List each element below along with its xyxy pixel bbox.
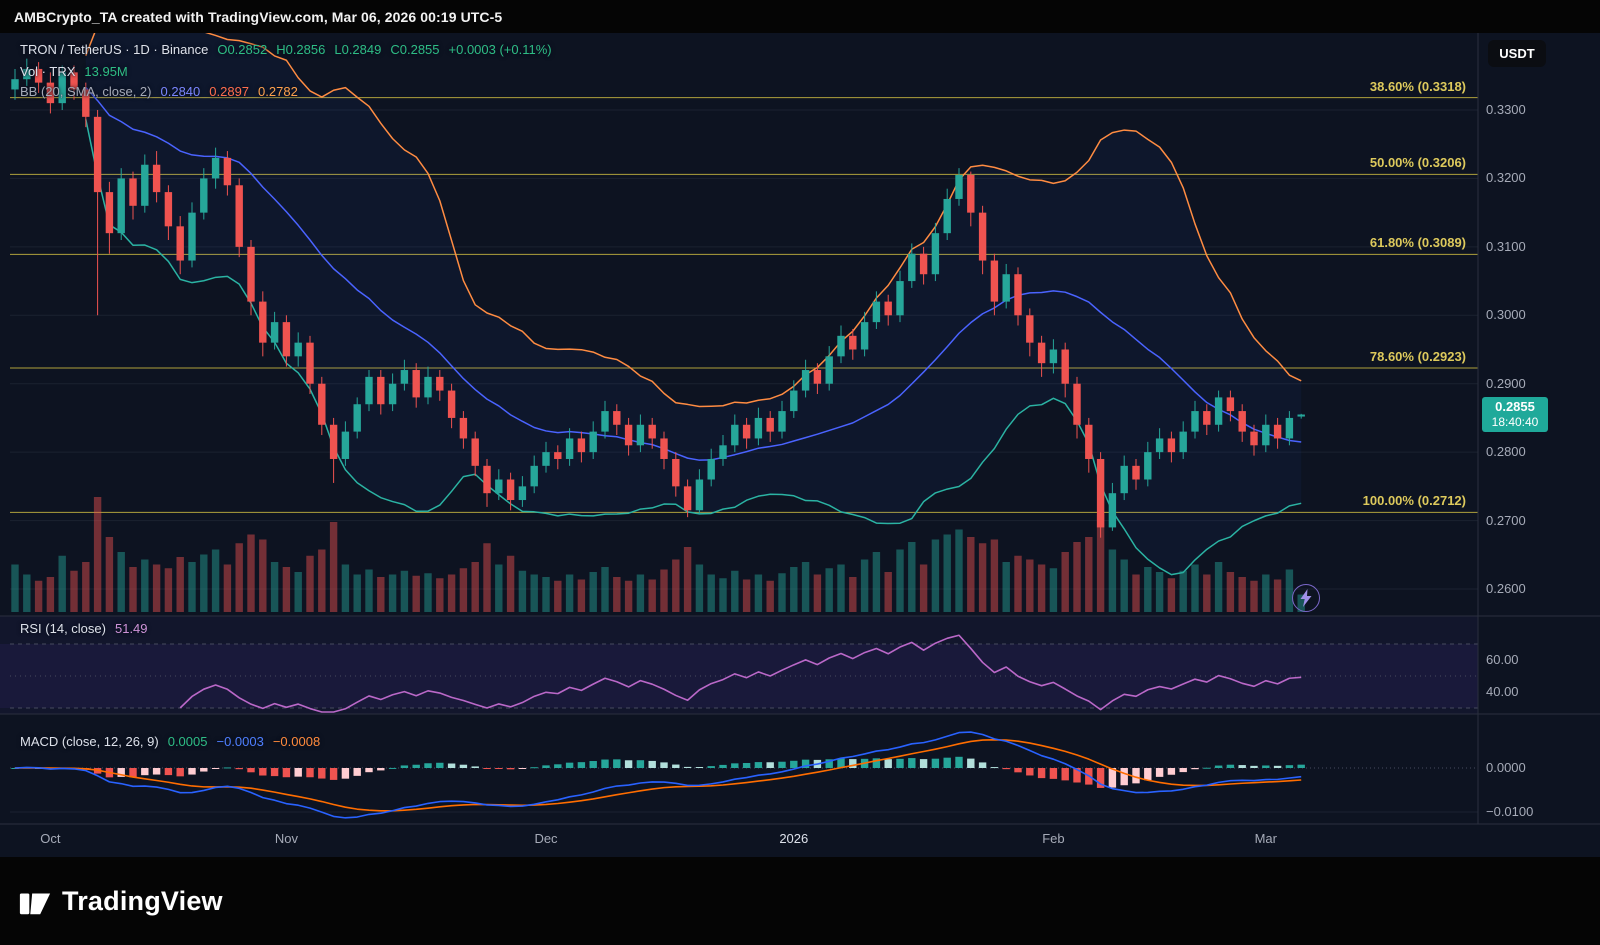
ohlc-open: O0.2852 [217, 42, 268, 57]
tradingview-wordmark: TradingView [62, 885, 223, 916]
current-price-badge: 0.2855 18:40:40 [1482, 397, 1548, 432]
fib-level-label: 78.60% (0.2923) [1369, 348, 1466, 364]
volume-label: Vol · TRX [20, 64, 76, 79]
ohlc-low: L0.2849 [334, 42, 382, 57]
attribution-text: AMBCrypto_TA created with TradingView.co… [14, 8, 503, 25]
bar-countdown: 18:40:40 [1491, 415, 1539, 429]
chart-canvas[interactable] [0, 33, 1600, 857]
price-change: +0.0003 (+0.11%) [448, 42, 552, 57]
time-tick-label: Mar [1254, 831, 1277, 846]
bb-fill [85, 33, 1302, 575]
time-tick-label: Nov [274, 831, 298, 846]
rsi-tick-label: 40.00 [1486, 684, 1519, 699]
volume-legend-row[interactable]: Vol · TRX 13.95M [20, 64, 128, 79]
fib-level-label: 50.00% (0.3206) [1369, 155, 1466, 171]
fib-level-label: 38.60% (0.3318) [1369, 78, 1466, 94]
rsi-legend-row[interactable]: RSI (14, close) 51.49 [20, 621, 148, 636]
bb-lower-value: 0.2782 [258, 84, 298, 99]
tradingview-logo[interactable]: TradingView [18, 884, 223, 918]
macd-tick-label: −0.0100 [1486, 804, 1534, 819]
price-tick-label: 0.2600 [1486, 581, 1526, 596]
volume-series [11, 497, 1305, 612]
price-tick-label: 0.3000 [1486, 307, 1526, 323]
footer-bar: TradingView [0, 857, 1600, 945]
volume-value: 13.95M [84, 64, 128, 79]
fib-level-label: 100.00% (0.2712) [1362, 493, 1466, 509]
ohlc-high: H0.2856 [276, 42, 326, 57]
candlestick-series [11, 58, 1305, 538]
bb-label: BB (20, SMA, close, 2) [20, 84, 152, 99]
symbol-legend-row[interactable]: TRON / TetherUS · 1D · Binance O0.2852 H… [20, 42, 552, 57]
price-gridlines [10, 109, 1478, 590]
currency-toggle-button[interactable]: USDT [1488, 40, 1546, 67]
rsi-pane-tint [0, 616, 1478, 714]
rsi-line [179, 634, 1302, 713]
time-tick-label: Oct [40, 831, 61, 846]
rsi-label: RSI (14, close) [20, 621, 106, 636]
symbol-title: TRON / TetherUS · 1D · Binance [20, 42, 209, 57]
time-tick-label: 2026 [779, 831, 809, 846]
tradingview-logo-icon [19, 893, 51, 915]
macd-signal-line [14, 739, 1302, 812]
macd-tick-label: 0.0000 [1486, 760, 1526, 775]
lightning-glyph [1300, 589, 1312, 607]
price-tick-label: 0.2700 [1486, 512, 1526, 528]
bb-basis-value: 0.2840 [160, 84, 201, 99]
macd-histogram [11, 756, 1305, 788]
lightning-icon[interactable] [1292, 584, 1320, 612]
chart-area: TRON / TetherUS · 1D · Binance O0.2852 H… [0, 33, 1600, 857]
price-tick-label: 0.3200 [1486, 170, 1526, 186]
price-tick-label: 0.2800 [1486, 444, 1526, 460]
macd-label: MACD (close, 12, 26, 9) [20, 734, 159, 749]
bb-basis-line [85, 87, 1302, 461]
macd-line-value: −0.0003 [216, 734, 264, 749]
time-tick-label: Dec [534, 831, 558, 846]
ohlc-close: C0.2855 [390, 42, 440, 57]
attribution-bar: AMBCrypto_TA created with TradingView.co… [0, 0, 1600, 33]
fib-level-label: 61.80% (0.3089) [1369, 235, 1466, 251]
rsi-value: 51.49 [114, 621, 148, 636]
macd-line [14, 731, 1302, 819]
bb-upper-line [85, 33, 1302, 408]
macd-hist-value: 0.0005 [167, 734, 208, 749]
price-tick-label: 0.2900 [1486, 375, 1526, 391]
macd-signal-value: −0.0008 [272, 734, 321, 749]
rsi-tick-label: 60.00 [1486, 652, 1519, 667]
bollinger-legend-row[interactable]: BB (20, SMA, close, 2) 0.2840 0.2897 0.2… [20, 84, 298, 99]
current-price: 0.2855 [1495, 399, 1535, 414]
time-tick-label: Feb [1042, 831, 1065, 846]
macd-legend-row[interactable]: MACD (close, 12, 26, 9) 0.0005 −0.0003 −… [20, 734, 320, 749]
bb-upper-value: 0.2897 [209, 84, 250, 99]
price-tick-label: 0.3100 [1486, 238, 1526, 254]
price-tick-label: 0.3300 [1486, 102, 1526, 117]
